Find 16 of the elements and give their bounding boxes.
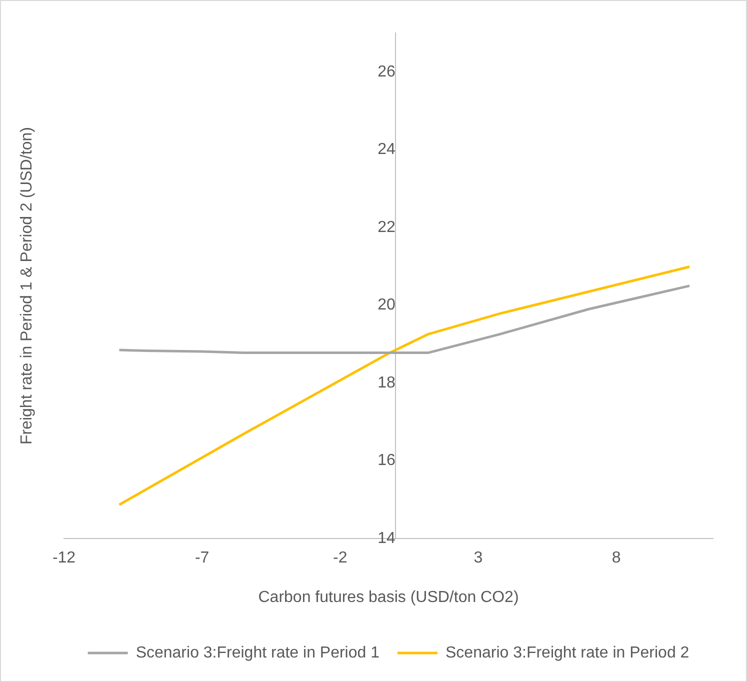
x-tick-label: 8 [612, 550, 621, 567]
y-tick-label: 26 [378, 63, 396, 80]
x-axis-title: Carbon futures basis (USD/ton CO2) [258, 588, 519, 606]
y-axis-title: Freight rate in Period 1 & Period 2 (USD/ton) [18, 127, 36, 445]
x-tick-label: -2 [333, 550, 348, 567]
y-tick-label: 22 [378, 218, 396, 236]
y-tick-label: 20 [378, 296, 396, 314]
x-tick-label: -12 [52, 550, 76, 567]
x-tick-label: 3 [474, 550, 483, 567]
y-tick-label: 16 [378, 452, 396, 470]
legend-label: Scenario 3:Freight rate in Period 2 [446, 644, 690, 662]
legend-label: Scenario 3:Freight rate in Period 1 [136, 644, 380, 662]
y-tick-label: 24 [378, 141, 396, 158]
y-tick-label: 14 [378, 530, 396, 548]
x-tick-label: -7 [194, 550, 210, 567]
y-tick-label: 18 [378, 374, 396, 392]
